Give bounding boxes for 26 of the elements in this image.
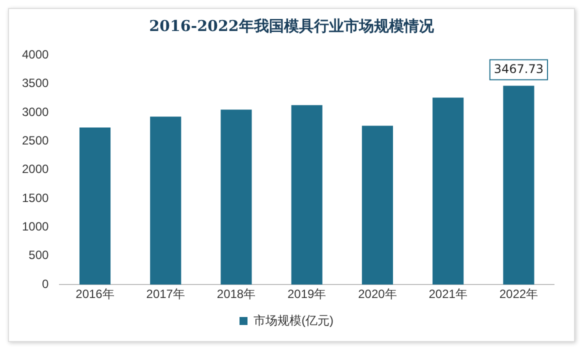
y-tick-label: 1000 (22, 220, 50, 234)
bar (362, 126, 393, 285)
data-label: 3467.73 (494, 62, 544, 76)
y-tick-label: 4000 (22, 48, 50, 62)
bar (291, 105, 322, 285)
y-tick-label: 1500 (22, 190, 50, 205)
y-tick-label: 3000 (22, 104, 50, 119)
y-tick-label: 500 (28, 248, 50, 262)
y-tick-label: 3500 (22, 76, 50, 90)
x-tick-label: 2021年 (428, 287, 468, 302)
x-tick-label: 2017年 (146, 287, 185, 302)
bar (220, 110, 252, 285)
x-tick-label: 2016年 (76, 287, 114, 302)
x-tick-label: 2022年 (499, 287, 538, 302)
chart-title: 2016-2022年我国模具行业市场规模情况 (148, 17, 435, 36)
x-tick-label: 2018年 (216, 287, 256, 302)
y-tick-label: 0 (42, 276, 50, 291)
bar (79, 127, 111, 285)
legend-label: 市场规模(亿元) (254, 313, 334, 328)
bar (150, 116, 182, 285)
bar (432, 98, 464, 285)
y-tick-label: 2000 (22, 162, 50, 176)
y-tick-label: 2500 (22, 134, 50, 148)
x-tick-label: 2020年 (358, 287, 397, 302)
bar (503, 86, 534, 285)
x-tick-label: 2019年 (287, 287, 326, 302)
